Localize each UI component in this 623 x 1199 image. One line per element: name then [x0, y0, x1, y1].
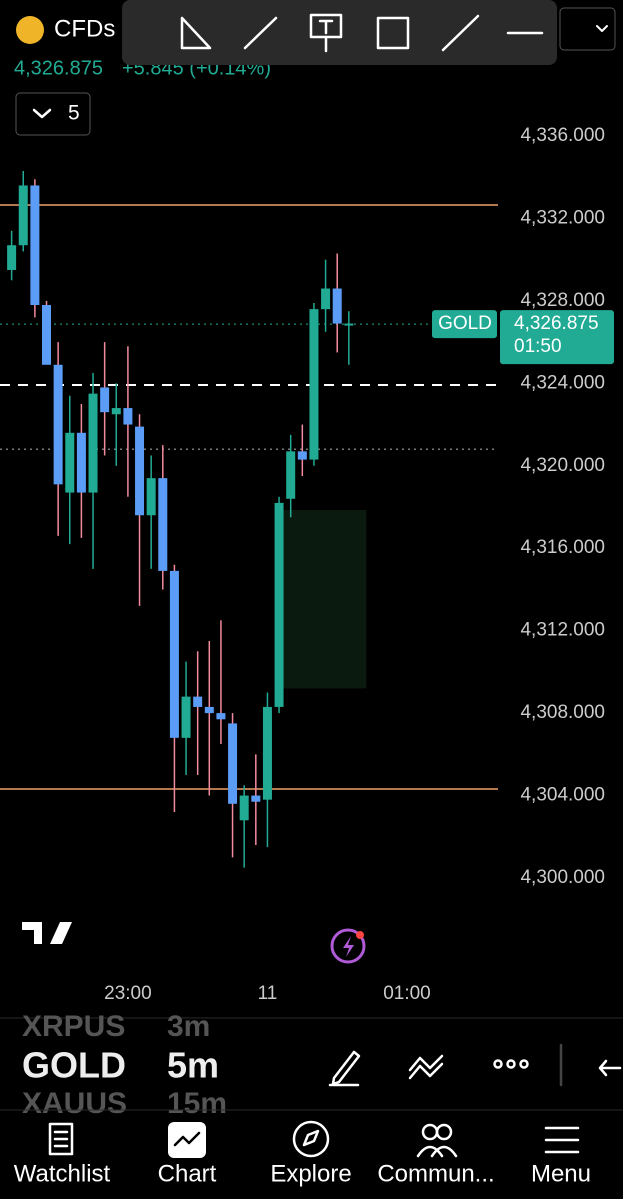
- candle-body: [274, 502, 284, 707]
- candle-body: [100, 387, 110, 413]
- bottom-tools: [328, 1043, 622, 1087]
- chart-glyph: [173, 1131, 201, 1147]
- picker-symbol[interactable]: XRPUS: [22, 1010, 125, 1043]
- y-tick-label: 4,332.000: [520, 207, 605, 228]
- x-tick-label: 23:00: [104, 983, 152, 1004]
- candle-body: [193, 696, 203, 707]
- nav-bar: Watchlist Chart Explore Commun... Menu: [14, 1160, 591, 1187]
- y-tick-label: 4,324.000: [520, 372, 605, 393]
- candle-body: [111, 408, 121, 415]
- countdown: 01:50: [514, 336, 562, 357]
- y-tick-label: 4,328.000: [520, 290, 605, 311]
- price-tag: [500, 310, 614, 365]
- nav-label[interactable]: Commun...: [377, 1160, 494, 1187]
- toolbar-icons: [180, 13, 544, 53]
- picker-interval[interactable]: 5m: [167, 1045, 219, 1086]
- symbol: CFDs: [54, 15, 115, 42]
- picker-symbol[interactable]: GOLD: [22, 1045, 126, 1086]
- candle-body: [297, 451, 307, 460]
- picker-interval[interactable]: 15m: [167, 1087, 227, 1120]
- alert-icon[interactable]: [330, 928, 366, 964]
- y-tick-label: 4,312.000: [520, 620, 605, 641]
- candle-body: [158, 478, 168, 571]
- more-dot: [506, 1059, 516, 1069]
- candle-body: [135, 426, 145, 516]
- more-dot: [519, 1059, 529, 1069]
- candle-body: [76, 432, 86, 493]
- interval-button[interactable]: [15, 92, 91, 136]
- candle-body: [344, 323, 354, 326]
- ray-tool[interactable]: [441, 14, 480, 52]
- symbol-tag: [432, 310, 497, 339]
- picker-symbol[interactable]: XAUUS: [22, 1087, 127, 1120]
- candle-body: [65, 432, 75, 493]
- candle-body: [18, 185, 28, 246]
- community-body: [416, 1145, 458, 1158]
- candle-body: [262, 706, 272, 800]
- alert-dot: [356, 931, 364, 939]
- candle-body: [30, 185, 40, 306]
- x-tick-label: 01:00: [383, 983, 431, 1004]
- candle-body: [332, 288, 342, 324]
- nav-label[interactable]: Chart: [158, 1160, 217, 1187]
- explore-icon[interactable]: [292, 1120, 330, 1158]
- symbol-picker: XRPUS 3m GOLD 5m XAUUS 15m: [22, 1010, 227, 1120]
- candle-body: [42, 305, 52, 365]
- candle-body: [169, 570, 179, 738]
- watchlist-icon[interactable]: [48, 1122, 74, 1156]
- candle-body: [7, 245, 17, 270]
- candle-body: [181, 696, 191, 738]
- y-tick-label: 4,320.000: [520, 455, 605, 476]
- tv-logo: [22, 922, 72, 944]
- rect-tool[interactable]: [376, 16, 410, 50]
- header-price: 4,326.875: [14, 57, 103, 79]
- more-dot[interactable]: [493, 1059, 503, 1069]
- pencil-tool[interactable]: [328, 1050, 361, 1087]
- interval-count: 5: [68, 102, 80, 125]
- nav-label[interactable]: Explore: [270, 1160, 351, 1187]
- community-icon-2: [435, 1123, 453, 1141]
- undo[interactable]: [598, 1059, 622, 1077]
- y-tick-label: 4,336.000: [520, 125, 605, 146]
- indicator-tool[interactable]: [408, 1054, 444, 1080]
- triangle-tool[interactable]: [180, 16, 212, 50]
- y-tick-label: 4,316.000: [520, 537, 605, 558]
- candle-body: [123, 408, 133, 425]
- candle-body: [321, 288, 331, 310]
- compass: [302, 1129, 320, 1147]
- x-tick-label: 11: [258, 983, 278, 1004]
- price-tag-text: 4,326.875: [514, 313, 599, 334]
- candle-body: [239, 795, 249, 821]
- drawing-toolbar: [122, 0, 557, 65]
- chevron-icon: [32, 108, 52, 119]
- candle-body: [251, 795, 261, 802]
- nav-label[interactable]: Watchlist: [14, 1160, 111, 1187]
- candle-body: [204, 706, 214, 714]
- y-tick-label: 4,300.000: [520, 867, 605, 888]
- dropdown[interactable]: [559, 7, 616, 51]
- text-tool-glyph: [318, 19, 334, 53]
- candle-body: [286, 451, 296, 499]
- menu-icon[interactable]: [544, 1126, 580, 1154]
- dropdown-icon: [596, 25, 608, 32]
- bolt: [343, 936, 354, 957]
- line-tool[interactable]: [243, 16, 278, 50]
- candle-body: [228, 723, 238, 804]
- candle-body: [88, 393, 98, 493]
- zone: [281, 510, 367, 689]
- candle-body: [53, 364, 63, 485]
- y-tick-label: 4,304.000: [520, 785, 605, 806]
- nav-label[interactable]: Menu: [531, 1160, 591, 1187]
- symbol-tag-text: GOLD: [438, 313, 492, 334]
- candle-body: [146, 478, 156, 516]
- picker-interval[interactable]: 3m: [167, 1010, 210, 1043]
- y-tick-label: 4,308.000: [520, 702, 605, 723]
- plot-area: [0, 171, 498, 868]
- candle-body: [216, 713, 226, 720]
- symbol-icon: [16, 16, 44, 44]
- nav-icons: [48, 1120, 580, 1158]
- candle-body: [309, 309, 319, 460]
